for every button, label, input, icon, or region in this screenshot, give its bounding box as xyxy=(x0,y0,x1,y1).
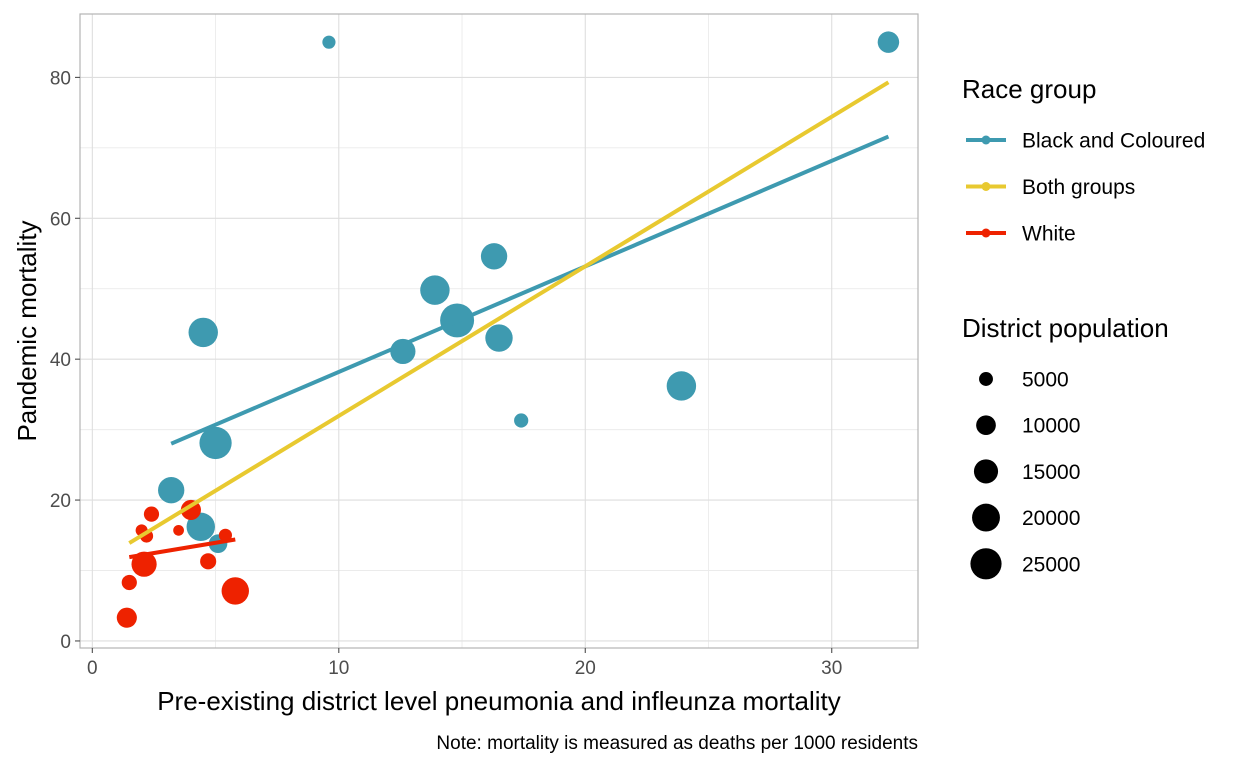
data-point-black-and-coloured xyxy=(199,426,232,460)
data-point-black-and-coloured xyxy=(514,413,529,428)
size-legend-label: 25000 xyxy=(1022,553,1080,576)
data-point-black-and-coloured xyxy=(480,243,508,270)
legend-label: White xyxy=(1022,223,1076,246)
legend-key-point xyxy=(981,228,991,238)
size-legend-key xyxy=(976,415,996,436)
data-point-black-and-coloured xyxy=(188,317,218,348)
size-legend-key xyxy=(973,459,999,484)
x-tick-label: 0 xyxy=(87,658,98,679)
y-axis-title: Pandemic mortality xyxy=(12,220,42,441)
legend-key-point xyxy=(981,135,991,145)
y-tick-label: 0 xyxy=(60,632,71,653)
y-tick-label: 20 xyxy=(50,491,71,512)
fit-line-black-and-coloured xyxy=(170,134,890,446)
y-tick-label: 60 xyxy=(50,209,71,230)
data-point-black-and-coloured xyxy=(420,275,450,305)
size-legend-label: 5000 xyxy=(1022,369,1069,392)
size-legend-key xyxy=(979,372,993,386)
data-point-black-and-coloured xyxy=(186,512,215,542)
legend-key-point xyxy=(981,182,991,191)
data-point-white xyxy=(131,551,157,577)
race-group-legend: Race group Black and Coloured Both groups… xyxy=(962,74,1205,246)
x-tick-label: 30 xyxy=(821,658,842,679)
axes: 0 10 20 30 0 20 40 60 80 xyxy=(50,68,842,679)
data-point-black-and-coloured xyxy=(485,324,513,352)
legend-label: Black and Coloured xyxy=(1022,130,1205,153)
size-legend-label: 20000 xyxy=(1022,507,1080,530)
data-point-white xyxy=(221,577,249,605)
chart-caption: Note: mortality is measured as deaths pe… xyxy=(436,733,918,754)
plot-panel-border xyxy=(79,13,919,649)
data-point-black-and-coloured xyxy=(322,35,336,49)
data-point-black-and-coloured xyxy=(666,371,697,401)
data-point-white xyxy=(116,607,137,628)
district-population-legend: District population 5000 10000 15000 20000 2… xyxy=(962,313,1169,580)
data-point-black-and-coloured xyxy=(877,31,900,53)
district-population-legend-title: District population xyxy=(962,313,1169,343)
size-legend-label: 10000 xyxy=(1022,415,1080,438)
size-legend-key xyxy=(972,503,1000,532)
race-group-legend-title: Race group xyxy=(962,74,1096,104)
data-point-white xyxy=(143,506,160,522)
size-legend-key xyxy=(970,548,1002,580)
y-tick-label: 80 xyxy=(50,68,71,89)
fit-line-both-groups xyxy=(128,80,890,545)
y-tick-label: 40 xyxy=(50,350,71,371)
data-point-white xyxy=(173,524,184,536)
fit-line-white xyxy=(128,537,236,560)
x-tick-label: 10 xyxy=(328,658,349,679)
gridlines xyxy=(80,14,918,648)
data-point-white xyxy=(121,574,137,591)
x-tick-label: 20 xyxy=(575,658,596,679)
size-legend-label: 15000 xyxy=(1022,461,1080,484)
x-axis-title: Pre-existing district level pneumonia an… xyxy=(157,686,841,716)
legend-label: Both groups xyxy=(1022,176,1135,199)
fit-lines xyxy=(128,80,890,560)
data-point-white xyxy=(200,553,217,570)
data-point-black-and-coloured xyxy=(158,477,185,504)
